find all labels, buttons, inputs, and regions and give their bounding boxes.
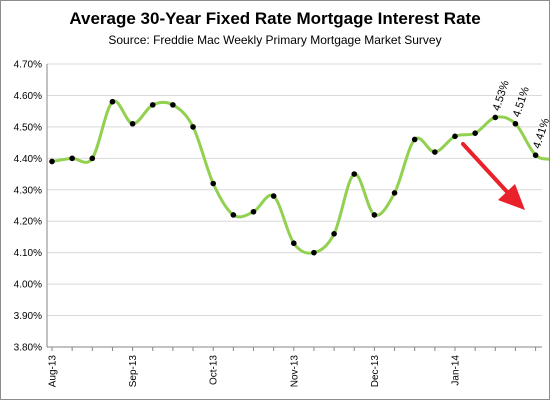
y-tick-label: 4.30% xyxy=(14,185,42,196)
data-point xyxy=(411,136,418,143)
y-tick-label: 4.00% xyxy=(14,280,42,291)
data-point xyxy=(49,158,55,165)
data-point xyxy=(230,212,237,218)
data-point xyxy=(311,249,317,256)
data-point xyxy=(291,240,297,247)
data-point xyxy=(170,102,176,108)
data-point xyxy=(512,120,519,127)
data-point xyxy=(371,212,378,218)
x-tick-label: Nov-13 xyxy=(289,355,300,388)
data-point xyxy=(331,231,337,237)
x-tick-label: Oct-13 xyxy=(209,355,220,385)
y-tick-label: 4.40% xyxy=(14,154,42,165)
data-point xyxy=(532,152,539,158)
data-point xyxy=(129,120,136,127)
data-point xyxy=(190,124,196,130)
x-tick-label: Jan-14 xyxy=(451,355,462,386)
y-tick-label: 3.90% xyxy=(14,311,42,322)
y-tick-label: 3.80% xyxy=(14,343,42,354)
data-label: 4.41% xyxy=(531,117,549,151)
data-point xyxy=(351,171,358,177)
series-line xyxy=(51,99,549,255)
chart-subtitle: Source: Freddie Mac Weekly Primary Mortg… xyxy=(108,33,442,47)
x-tick-label: Sep-13 xyxy=(128,355,139,388)
data-point xyxy=(391,190,398,196)
y-tick-label: 4.70% xyxy=(14,60,42,71)
data-point xyxy=(210,180,216,187)
data-point xyxy=(250,208,257,215)
trend-arrow-shaft xyxy=(461,142,511,196)
data-point xyxy=(472,130,478,136)
y-tick-label: 4.60% xyxy=(14,91,42,102)
trend-arrow-head xyxy=(498,184,525,210)
y-tick-label: 4.50% xyxy=(14,122,42,133)
y-tick-label: 4.20% xyxy=(14,217,42,228)
data-point xyxy=(69,155,75,162)
data-point xyxy=(270,193,277,199)
data-label: 4.51% xyxy=(511,85,532,119)
data-point xyxy=(432,149,438,155)
x-tick-label: Aug-13 xyxy=(48,355,59,388)
data-point xyxy=(109,98,116,105)
data-point xyxy=(492,114,499,121)
data-point xyxy=(452,133,458,140)
data-point xyxy=(89,155,96,162)
y-tick-label: 4.10% xyxy=(14,248,42,259)
chart-title: Average 30-Year Fixed Rate Mortgage Inte… xyxy=(69,9,481,28)
data-point xyxy=(149,102,156,108)
x-tick-label: Dec-13 xyxy=(370,355,381,388)
